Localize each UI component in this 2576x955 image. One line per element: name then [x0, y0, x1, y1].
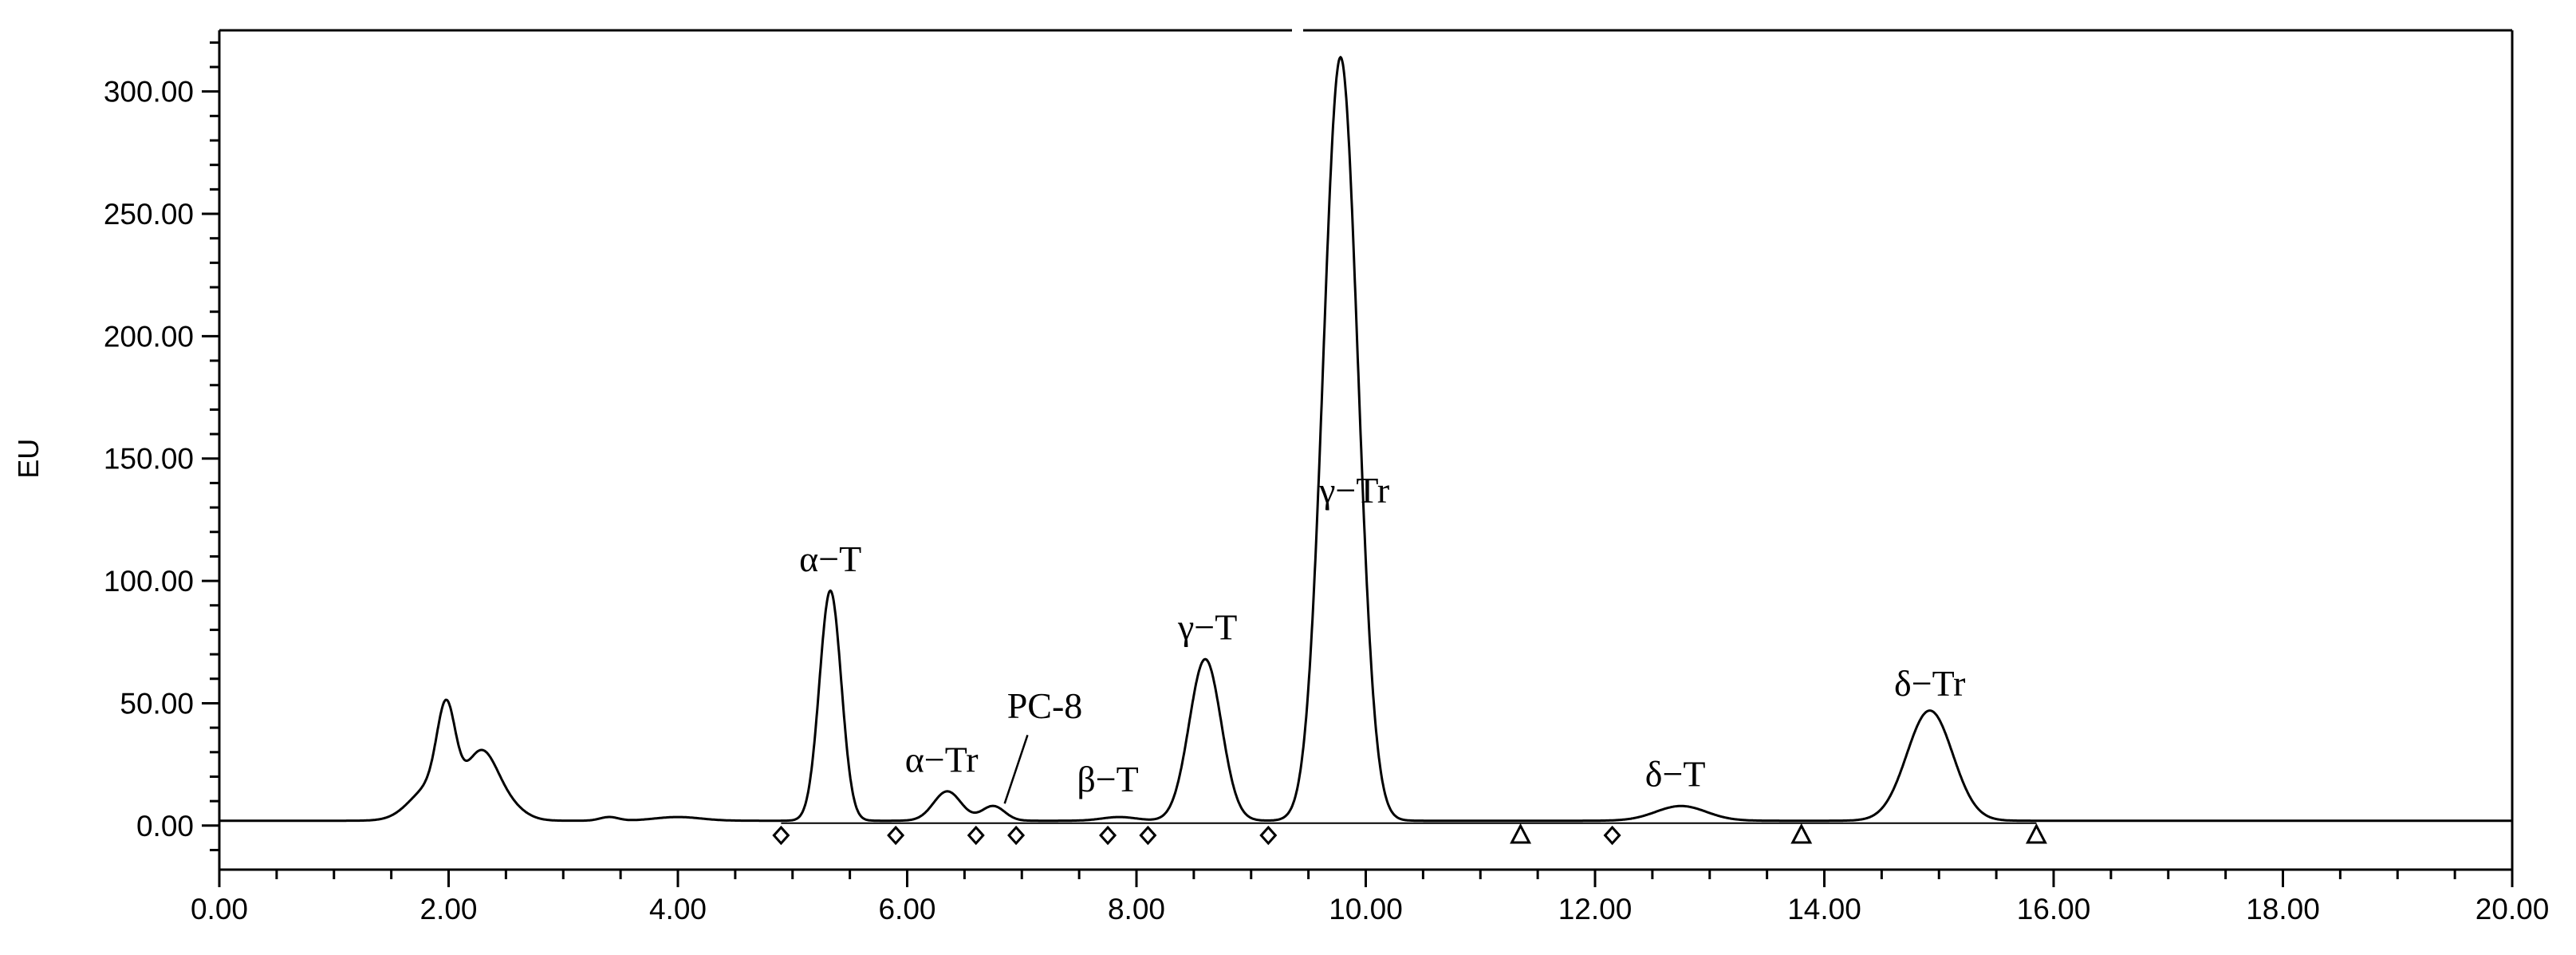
diamond-marker [1007, 825, 1026, 846]
x-tick-label: 4.00 [649, 893, 707, 925]
chromatogram-trace [219, 55, 2512, 823]
x-tick-label: 20.00 [2476, 893, 2550, 925]
x-tick-label: 2.00 [419, 893, 477, 925]
triangle-marker [2025, 823, 2047, 844]
y-axis-label: EU [12, 439, 45, 479]
y-tick-label: 150.00 [104, 443, 194, 476]
diamond-marker [967, 825, 985, 846]
x-tick-label: 16.00 [2017, 893, 2091, 925]
peak-label: α−Tr [905, 739, 979, 779]
diamond-marker [1259, 825, 1278, 846]
axes: 0.00 2.00 4.00 6.00 8.00 10.00 12.00 14.00 16.00… [104, 41, 2550, 925]
pc8-leader-line [1003, 734, 1029, 804]
peak-label: α−T [799, 539, 861, 579]
peak-label: δ−T [1645, 754, 1706, 795]
diamond-marker [1603, 825, 1621, 846]
x-tick-label: 12.00 [1558, 893, 1633, 925]
diamond-marker [1139, 825, 1157, 846]
y-tick-label: 0.00 [136, 810, 194, 843]
x-tick-label: 6.00 [878, 893, 935, 925]
triangle-marker [1510, 823, 1532, 844]
diamond-marker [772, 825, 790, 846]
trace-layer [219, 55, 2512, 823]
peak-label: γ−T [1177, 607, 1237, 648]
x-tick-label: 0.00 [191, 893, 248, 925]
y-tick-label: 50.00 [120, 687, 194, 720]
diamond-marker [887, 825, 905, 846]
peak-label: γ−Tr [1318, 470, 1389, 511]
x-tick-label: 10.00 [1329, 893, 1403, 925]
integration-markers [772, 822, 2047, 846]
peak-label: PC-8 [1007, 685, 1083, 726]
top-border-gap [1292, 27, 1303, 35]
y-tick-label: 200.00 [104, 320, 194, 353]
y-tick-label: 300.00 [104, 76, 194, 109]
peak-labels: α−T α−Tr PC-8 β−T γ−T γ−Tr δ−T δ−Tr [799, 470, 1965, 804]
x-tick-label: 8.00 [1108, 893, 1165, 925]
triangle-marker [1790, 823, 1813, 844]
peak-label: β−T [1077, 759, 1138, 799]
peak-label: δ−Tr [1894, 663, 1965, 704]
y-tick-label: 250.00 [104, 198, 194, 231]
x-tick-label: 18.00 [2246, 893, 2320, 925]
plot-frame [218, 27, 2514, 871]
x-tick-label: 14.00 [1787, 893, 1861, 925]
y-tick-label: 100.00 [104, 565, 194, 598]
diamond-marker [1099, 825, 1117, 846]
